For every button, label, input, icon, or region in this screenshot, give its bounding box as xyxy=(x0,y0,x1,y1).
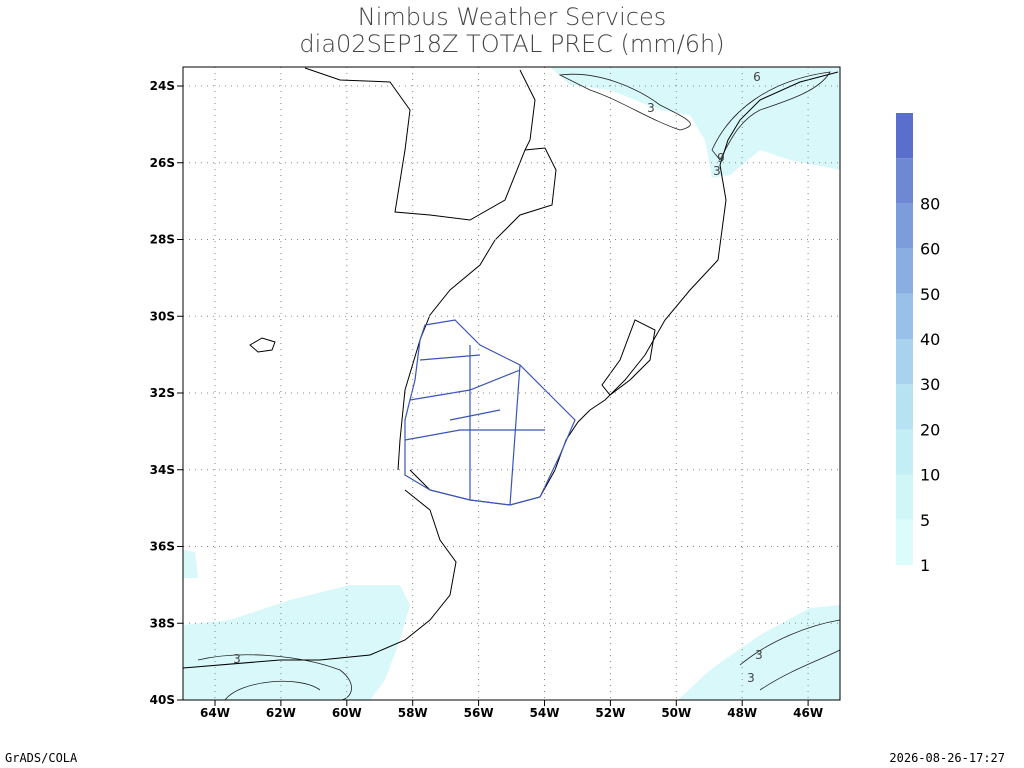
lat-label: 36S xyxy=(150,540,175,554)
uruguay xyxy=(404,319,576,506)
precip-area xyxy=(550,67,840,178)
colorbar-label: 80 xyxy=(920,194,940,213)
lat-label: 34S xyxy=(150,463,175,477)
lat-label: 30S xyxy=(150,309,175,323)
colorbar-label: 10 xyxy=(920,466,940,485)
border xyxy=(304,67,557,471)
lon-label: 54W xyxy=(530,706,560,720)
colorbar-label: 30 xyxy=(920,375,940,394)
contour xyxy=(711,71,831,161)
colorbar-label: 5 xyxy=(920,511,930,530)
precip-area xyxy=(183,585,410,700)
lon-label: 58W xyxy=(398,706,428,720)
precip-area xyxy=(678,605,840,700)
lat-label: 38S xyxy=(150,616,175,630)
contour-label: 3 xyxy=(233,652,241,666)
lon-label: 64W xyxy=(200,706,230,720)
lat-label: 40S xyxy=(150,693,175,707)
lon-label: 46W xyxy=(793,706,823,720)
map-area xyxy=(182,67,841,701)
contour-label: 3 xyxy=(647,101,655,115)
contour xyxy=(197,654,352,701)
colorbar-label: 50 xyxy=(920,285,940,304)
contour-label: 3 xyxy=(747,671,755,685)
lagoon xyxy=(601,319,656,396)
precip-area xyxy=(183,550,198,578)
lat-label: 32S xyxy=(150,386,175,400)
subtitle: dia02SEP18Z TOTAL PREC (mm/6h) xyxy=(299,30,724,58)
coastline xyxy=(182,489,457,669)
colorbar-label: 1 xyxy=(920,556,930,575)
colorbar-swatch xyxy=(896,474,913,520)
lon-label: 48W xyxy=(727,706,757,720)
contour-label: 9 xyxy=(717,151,725,165)
lon-label: 56W xyxy=(464,706,494,720)
map-frame xyxy=(182,66,841,701)
colorbar-swatch xyxy=(896,293,913,339)
colorbar-swatch xyxy=(896,384,913,430)
colorbar-swatch xyxy=(896,248,913,294)
contour-label: 6 xyxy=(753,70,761,84)
colorbar-swatch xyxy=(896,158,913,204)
lon-label: 60W xyxy=(332,706,362,720)
contour xyxy=(558,73,691,131)
colorbar-swatch xyxy=(896,339,913,385)
lat-label: 24S xyxy=(150,79,175,93)
colorbar-swatch xyxy=(896,429,913,475)
footer-left: GrADS/COLA xyxy=(5,751,78,765)
island xyxy=(249,337,276,353)
lon-label: 62W xyxy=(266,706,296,720)
lon-label: 50W xyxy=(661,706,691,720)
colorbar-swatch xyxy=(896,113,913,159)
colorbar-label: 20 xyxy=(920,420,940,439)
contour-label: 3 xyxy=(713,164,721,178)
lat-label: 28S xyxy=(150,233,175,247)
contour xyxy=(739,619,841,691)
border xyxy=(519,69,536,151)
colorbar-label: 40 xyxy=(920,330,940,349)
lat-label: 26S xyxy=(150,156,175,170)
colorbar-swatch xyxy=(896,203,913,249)
title: Nimbus Weather Services xyxy=(358,3,666,31)
colorbar-label: 60 xyxy=(920,240,940,259)
grid xyxy=(177,67,840,706)
footer-right: 2026-08-26-17:27 xyxy=(889,751,1005,765)
colorbar-swatch xyxy=(896,519,913,565)
contour-label: 3 xyxy=(755,648,763,662)
lon-label: 52W xyxy=(595,706,625,720)
